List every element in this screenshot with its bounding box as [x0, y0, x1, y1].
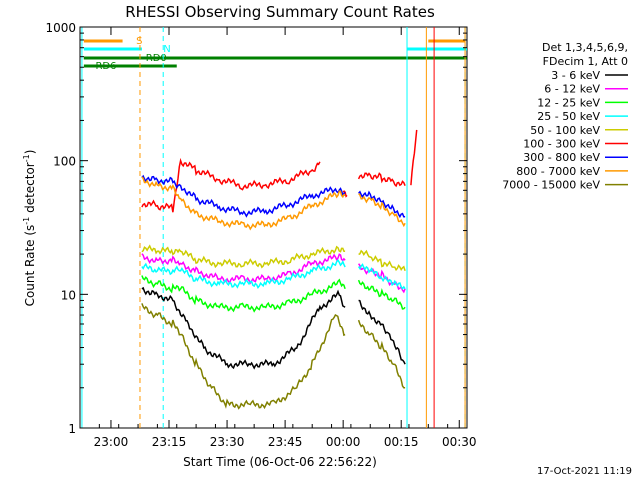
- y-tick-label-1: 10: [61, 288, 76, 302]
- flag-label-3: RD6: [95, 61, 116, 72]
- y-tick-label-2: 100: [53, 155, 76, 169]
- series-line-3-seg-0: [141, 258, 346, 290]
- x-tick-label-0: 23:00: [94, 435, 129, 449]
- series-line-4-seg-0: [141, 244, 346, 269]
- series-line-0-seg-1: [358, 299, 406, 365]
- legend-header-line-1: Det 1,3,4,5,6,9,: [542, 41, 628, 54]
- series-line-1-seg-0: [141, 253, 346, 285]
- footer-date: 17-Oct-2021 11:19: [537, 466, 632, 477]
- x-tick-label-6: 00:30: [442, 435, 477, 449]
- legend-header-line-2: FDecim 1, Att 0: [543, 55, 628, 68]
- series-line-6-seg-0: [141, 174, 346, 218]
- y-tick-label-3: 1000: [45, 21, 76, 35]
- legend-label-2: 12 - 25 keV: [537, 96, 600, 109]
- series-line-3-seg-1: [357, 263, 406, 290]
- y-axis-label: Count Rate (s-1 detector-1): [22, 150, 37, 307]
- chart-title: RHESSI Observing Summary Count Rates: [125, 3, 435, 21]
- flag-label-2: RD0: [146, 53, 167, 64]
- x-tick-label-3: 23:45: [268, 435, 303, 449]
- marker-lines-layer: [81, 27, 466, 428]
- series-line-8-seg-0: [141, 303, 346, 410]
- legend-label-5: 100 - 300 keV: [523, 138, 600, 151]
- legend-label-6: 300 - 800 keV: [523, 151, 600, 164]
- series-line-7-seg-0: [141, 176, 346, 231]
- legend-label-3: 25 - 50 keV: [537, 110, 600, 123]
- x-axis-ticks: 23:00 23:15 23:30 23:45 00:00 00:15 00:30: [79, 27, 477, 449]
- series-line-0-seg-0: [141, 286, 346, 370]
- flag-label-1: N: [163, 44, 170, 55]
- legend-label-4: 50 - 100 keV: [530, 124, 600, 137]
- x-tick-label-5: 00:15: [384, 435, 419, 449]
- legend-label-7: 800 - 7000 keV: [516, 165, 600, 178]
- x-axis-label: Start Time (06-Oct-06 22:56:22): [183, 455, 377, 469]
- series-line-2-seg-1: [357, 279, 406, 310]
- series-layer: [141, 129, 418, 410]
- flag-label-0: S: [136, 36, 142, 47]
- series-line-5-seg-1: [342, 190, 348, 198]
- legend: Det 1,3,4,5,6,9, FDecim 1, Att 0 3 - 6 k…: [502, 41, 628, 192]
- legend-label-0: 3 - 6 keV: [551, 69, 600, 82]
- series-line-8-seg-1: [357, 319, 406, 389]
- series-line-5-seg-3: [410, 129, 418, 186]
- x-tick-label-4: 00:00: [326, 435, 361, 449]
- series-line-5-seg-0: [141, 157, 321, 213]
- legend-label-8: 7000 - 15000 keV: [502, 179, 600, 192]
- series-line-7-seg-1: [358, 193, 406, 228]
- y-axis-ticks: 1 10 100 1000: [45, 21, 467, 436]
- legend-label-1: 6 - 12 keV: [544, 83, 600, 96]
- series-line-5-seg-2: [357, 172, 406, 188]
- y-tick-label-0: 1: [68, 422, 76, 436]
- x-tick-label-1: 23:15: [152, 435, 187, 449]
- series-line-2-seg-0: [141, 275, 346, 313]
- x-tick-label-2: 23:30: [210, 435, 245, 449]
- series-line-4-seg-1: [358, 249, 406, 272]
